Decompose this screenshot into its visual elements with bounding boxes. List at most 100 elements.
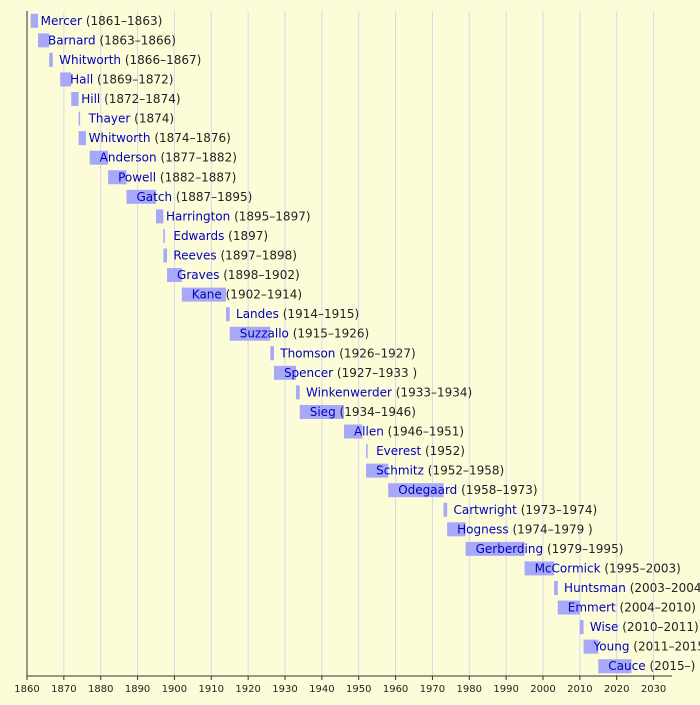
- president-name: Graves: [177, 268, 219, 282]
- x-tick-label: 2020: [604, 684, 629, 695]
- president-name: Huntsman: [564, 580, 626, 594]
- president-name: Cauce: [608, 659, 645, 673]
- x-tick-label: 1870: [51, 684, 76, 695]
- tenure-years: (1995–2003): [604, 561, 680, 575]
- row-label: Mercer (1861–1863): [41, 13, 163, 27]
- row-label: Wise (2010–2011): [590, 620, 699, 634]
- x-tick-label: 1930: [272, 684, 297, 695]
- president-name: Powell: [118, 170, 156, 184]
- tenure-bar: [38, 33, 50, 48]
- tenure-bar: [163, 228, 165, 243]
- president-name: Harrington: [166, 209, 230, 223]
- row-label: Emmert (2004–2010): [568, 600, 696, 614]
- tenure-years: (1863–1866): [99, 33, 175, 47]
- tenure-bar: [126, 189, 156, 204]
- x-tick-label: 1920: [235, 684, 260, 695]
- president-name: Odegaard: [398, 483, 457, 497]
- row-label: Edwards (1897): [173, 228, 268, 242]
- row-label: Allen (1946–1951): [354, 424, 464, 438]
- tenure-years: (1874–1876): [154, 131, 230, 145]
- tenure-years: (1914–1915): [283, 307, 359, 321]
- tenure-bar: [71, 92, 79, 107]
- president-name: Young: [593, 639, 630, 653]
- tenure-bar: [366, 444, 368, 459]
- tenure-bar: [273, 365, 297, 380]
- row-label: Hogness (1974–1979 ): [457, 522, 593, 536]
- row-label: Powell (1882–1887): [118, 170, 236, 184]
- row-label: Graves (1898–1902): [177, 268, 300, 282]
- tenure-years: (1877–1882): [160, 150, 236, 164]
- x-tick-label: 2010: [567, 684, 592, 695]
- president-name: Cartwright: [453, 502, 517, 516]
- president-name: Everest: [376, 444, 421, 458]
- row-label: Hill (1872–1874): [81, 92, 180, 106]
- president-name: Barnard: [48, 33, 96, 47]
- president-name: Winkenwerder: [306, 385, 392, 399]
- tenure-bar: [366, 463, 389, 478]
- tenure-bar: [78, 111, 81, 126]
- x-tick-label: 1940: [309, 684, 334, 695]
- tenure-bar: [299, 404, 344, 419]
- tenure-years: (1926–1927): [339, 346, 415, 360]
- row-label: Cauce (2015–): [608, 659, 695, 673]
- tenure-years: (1861–1863): [86, 13, 162, 27]
- x-tick-label: 1860: [14, 684, 39, 695]
- row-label: Reeves (1897–1898): [173, 248, 297, 262]
- president-name: McCormick: [535, 561, 601, 575]
- president-name: Thomson: [279, 346, 335, 360]
- tenure-bar: [447, 522, 466, 537]
- tenure-years: (1915–1926): [293, 326, 369, 340]
- tenure-years: (1874): [134, 111, 174, 125]
- x-tick-label: 1960: [383, 684, 408, 695]
- tenure-years: (1866–1867): [125, 52, 201, 66]
- x-tick-label: 2030: [641, 684, 666, 695]
- x-tick-label: 1880: [88, 684, 113, 695]
- tenure-bar: [78, 131, 86, 146]
- president-name: Sieg: [310, 404, 336, 418]
- tenure-bar: [343, 424, 363, 439]
- row-label: Landes (1914–1915): [236, 307, 359, 321]
- tenure-bar: [229, 326, 271, 341]
- tenure-bar: [30, 13, 39, 28]
- x-tick-label: 1980: [457, 684, 482, 695]
- tenure-years: (1897): [228, 228, 268, 242]
- president-name: Spencer: [284, 365, 333, 379]
- tenure-years: (1952–1958): [428, 463, 504, 477]
- tenure-years: (1946–1951): [388, 424, 464, 438]
- tenure-bar: [554, 580, 558, 595]
- tenure-years: (1974–1979 ): [512, 522, 592, 536]
- row-label: Harrington (1895–1897): [166, 209, 311, 223]
- tenure-years: (2003–2004): [630, 580, 700, 594]
- tenure-years: (1934–1946): [340, 404, 416, 418]
- president-name: Wise: [590, 620, 619, 634]
- tenure-years: (1952): [425, 444, 465, 458]
- tenure-years: (1898–1902): [223, 268, 299, 282]
- tenure-bar: [524, 561, 555, 576]
- president-name: Anderson: [100, 150, 157, 164]
- tenure-bar: [108, 170, 127, 185]
- x-tick-label: 1900: [162, 684, 187, 695]
- row-label: Everest (1952): [376, 444, 465, 458]
- tenure-years: (2004–2010): [620, 600, 696, 614]
- row-label: Cartwright (1973–1974): [453, 502, 597, 516]
- row-label: Anderson (1877–1882): [100, 150, 237, 164]
- tenure-bar: [60, 72, 72, 87]
- president-name: Mercer: [41, 13, 82, 27]
- tenure-years: (1902–1914): [226, 287, 302, 301]
- president-name: Gatch: [137, 189, 173, 203]
- row-label: Whitworth (1874–1876): [89, 131, 231, 145]
- president-name: Landes: [236, 307, 279, 321]
- tenure-bar: [89, 150, 109, 165]
- tenure-years: (1869–1872): [97, 72, 173, 86]
- tenure-bar: [598, 659, 632, 674]
- row-label: Odegaard (1958–1973): [398, 483, 537, 497]
- row-label: Suzzallo (1915–1926): [240, 326, 369, 340]
- x-tick-label: 1990: [493, 684, 518, 695]
- tenure-years: (1927–1933 ): [337, 365, 417, 379]
- tenure-bar: [226, 307, 230, 322]
- tenure-bar: [583, 639, 599, 654]
- president-name: Whitworth: [59, 52, 121, 66]
- x-tick-label: 1950: [346, 684, 371, 695]
